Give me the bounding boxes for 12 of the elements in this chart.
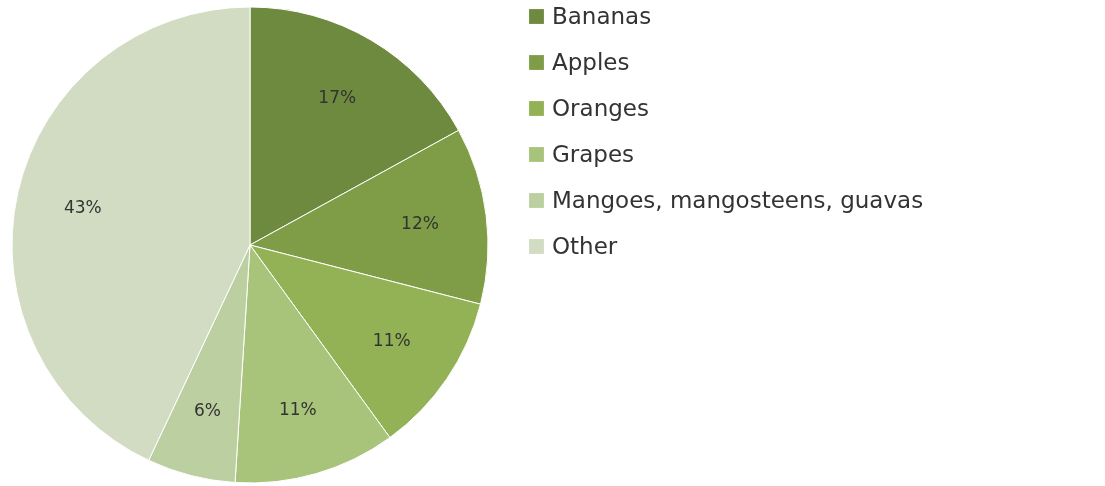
legend-label: Apples: [552, 48, 630, 75]
data-label: 12%: [401, 212, 439, 233]
data-label: 43%: [63, 196, 102, 217]
legend-label: Mangoes, mangosteens, guavas: [552, 186, 924, 213]
data-label: 6%: [193, 399, 221, 420]
data-label: 17%: [318, 86, 357, 107]
legend-label: Other: [552, 232, 618, 259]
data-label: 11%: [372, 330, 411, 351]
data-label: 11%: [278, 398, 317, 419]
legend-label: Grapes: [552, 140, 635, 167]
legend-label: Bananas: [552, 2, 652, 29]
legend-label: Oranges: [552, 94, 649, 121]
